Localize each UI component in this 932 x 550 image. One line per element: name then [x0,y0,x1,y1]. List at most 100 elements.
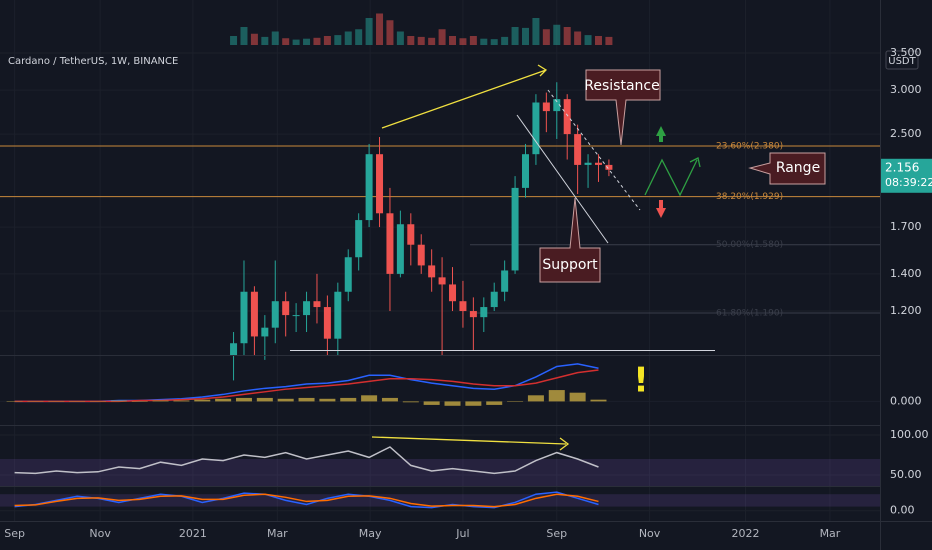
annotation: Range [776,160,820,176]
x-tick-label: Mar [267,527,288,540]
trend-arrow [371,436,570,451]
y-tick-label: 2.500 [890,127,922,140]
histogram-bar [402,401,419,403]
volume-bar [532,18,540,45]
volume-bar [490,39,498,45]
volume-bar [459,38,467,45]
volume-bar [334,35,342,45]
fib-label: 50.00%(1.580) [716,240,783,250]
histogram-bar [110,400,127,402]
histogram-bar [69,401,86,402]
histogram-bar [319,398,336,402]
volume-bar [250,33,258,45]
axes: Sep Nov 2021 Mar May Jul Sep Nov 2022 Mar 1.200 1.4… [4,46,932,540]
candle-body [323,307,331,339]
y-tick-label: 3.500 [890,46,922,59]
volume-bar [355,29,363,45]
volume-bar [303,38,311,45]
candle-body [355,220,363,258]
candle-body [230,343,238,355]
candle-body [250,291,258,337]
currency: USDT [888,56,916,67]
volume-bar [344,31,352,45]
candle-body [428,265,436,278]
y-tick-label: 3.000 [890,83,922,96]
histogram-bar [361,395,378,402]
histogram-bar [381,397,398,402]
histogram-bar [27,401,44,402]
histogram-bar [486,401,503,405]
histogram-bar [256,397,273,402]
volume-bar [417,36,425,45]
price-badge [881,158,932,193]
volume-bar [376,13,384,45]
candle-body [396,224,404,274]
volume-bar [407,36,415,45]
histogram-bar [507,401,524,402]
volume-bar [428,37,436,45]
volume-bar [313,37,321,45]
candle-body [480,307,488,318]
volume-bar [386,20,394,45]
countdown: 08:39:22 [885,176,932,189]
volume-bar [438,29,446,45]
histogram-bar [235,397,252,402]
volume-bar [553,24,561,45]
volume-bar [261,36,269,45]
candle-body [532,102,540,155]
histogram-bar [48,401,65,402]
x-tick-label: May [359,527,382,540]
callout [585,69,661,146]
candle-body [261,327,269,337]
volume-bar [396,31,404,45]
x-tick-label: 2021 [179,527,207,540]
volume-bar [292,39,300,45]
down-arrow [656,200,666,218]
volume-bar [230,36,238,45]
volume-bar [574,31,582,45]
histogram-bar [90,401,107,402]
volume-bar [323,36,331,45]
range-path [644,157,701,197]
histogram-bar [277,398,294,402]
chart-title: Cardano / TetherUS, 1W, BINANCE [8,56,178,67]
trend-line [547,89,641,211]
callout [748,152,826,185]
band [0,494,880,507]
candle-body [240,291,248,344]
histogram-bar [465,401,482,406]
histogram-bar [194,399,211,402]
candle-body [490,291,498,308]
series-line [14,493,599,508]
candle-body [376,154,384,214]
histogram-bar [298,397,315,402]
drawings [371,64,570,451]
candle-body [365,154,373,221]
candle-body [542,102,550,112]
trend-line [516,114,609,244]
candle-body [303,301,311,316]
histogram-bar [444,401,461,406]
volume-bar [521,27,529,45]
volume-bar [605,36,613,45]
plot: 23.60%(2.380) 38.20%(1.929) 50.00%(1.580) 6… [0,13,880,509]
volume-bar [480,38,488,45]
price-label: 2.156 [885,160,919,174]
histogram-bar [569,392,586,402]
histogram-bar [152,400,169,402]
x-tick-label: 2022 [731,527,759,540]
volume-bar [501,36,509,45]
x-tick-label: Jul [455,527,469,540]
candle-body [407,224,415,245]
x-tick-label: Nov [89,527,111,540]
annotation: ! [633,361,649,401]
volume-bar [584,35,592,45]
candle-body [459,301,467,312]
y-tick-label: 50.00 [890,468,922,481]
candle-body [594,162,602,165]
up-arrow [656,126,666,142]
x-tick-label: Mar [820,527,841,540]
callout [539,197,601,283]
candle-body [449,284,457,302]
